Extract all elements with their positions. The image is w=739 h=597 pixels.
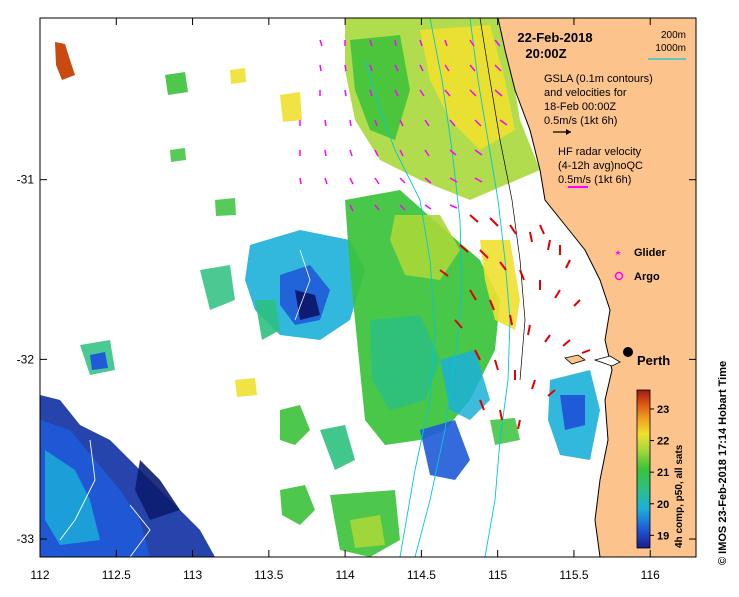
gsla-scale-arrowhead — [566, 129, 571, 135]
colorbar — [636, 389, 651, 549]
gsla-line-1: GSLA (0.1m contours) — [544, 73, 653, 85]
gsla-line-4: 0.5m/s (1kt 6h) — [544, 115, 617, 127]
title-date: 22-Feb-2018 — [517, 30, 592, 45]
colorbar-label: 4h comp, p50, all sats — [674, 444, 685, 548]
title-time: 20:00Z — [525, 46, 566, 61]
gsla-line-2: and velocities for — [544, 87, 627, 99]
x-axis: 112 112.5 113 113.5 114 114.5 115 115.5 116 — [30, 18, 660, 582]
colorbar-tick-label: 21 — [657, 467, 669, 479]
y-tick-label: -31 — [17, 173, 35, 187]
x-tick-label: 112 — [30, 568, 49, 582]
y-tick-label: -32 — [17, 352, 35, 366]
glider-label: Glider — [634, 247, 667, 259]
x-tick-label: 116 — [641, 568, 660, 582]
hf-line-2: (4-12h avg)noQC — [558, 160, 643, 172]
depth-legend-200m: 200m — [661, 30, 686, 41]
gsla-line-3: 18-Feb 00:00Z — [544, 101, 616, 113]
argo-label: Argo — [634, 271, 660, 283]
y-axis: -31 -32 -33 — [17, 173, 696, 546]
credit-label: © IMOS 23-Feb-2018 17:14 Hobart Time — [717, 361, 729, 565]
colorbar-tick-label: 19 — [657, 530, 669, 542]
hf-line-3: 0.5m/s (1kt 6h) — [558, 174, 631, 186]
rottnest-island — [593, 355, 621, 367]
x-tick-label: 113.5 — [254, 568, 283, 582]
x-tick-label: 115 — [488, 568, 507, 582]
gsla-legend: GSLA (0.1m contours) and velocities for … — [544, 73, 653, 127]
colorbar-tick-label: 22 — [657, 436, 669, 448]
x-tick-label: 115.5 — [559, 568, 588, 582]
depth-legend-1000m: 1000m — [655, 43, 686, 54]
glider-icon — [615, 250, 621, 255]
perth-marker — [623, 347, 633, 357]
hf-radar-arrows — [439, 214, 591, 430]
sst-patches — [40, 18, 600, 557]
hf-line-1: HF radar velocity — [558, 146, 642, 158]
hf-legend: HF radar velocity (4-12h avg)noQC 0.5m/s… — [558, 146, 643, 186]
x-tick-label: 114 — [336, 568, 355, 582]
bathymetry-contours — [59, 18, 526, 557]
colorbar-tick-label: 23 — [657, 404, 669, 416]
argo-icon — [614, 271, 624, 281]
perth-label: Perth — [637, 353, 670, 368]
gsla-velocity-arrows — [299, 39, 508, 212]
x-tick-label: 112.5 — [102, 568, 131, 582]
y-tick-label: -33 — [17, 532, 35, 546]
colorbar-tick-label: 20 — [657, 499, 669, 511]
plot-frame — [39, 17, 697, 558]
x-tick-label: 114.5 — [407, 568, 436, 582]
island-shape — [564, 354, 586, 365]
colorbar-ticks: 23 22 21 20 19 — [650, 404, 669, 542]
x-tick-label: 113 — [183, 568, 202, 582]
